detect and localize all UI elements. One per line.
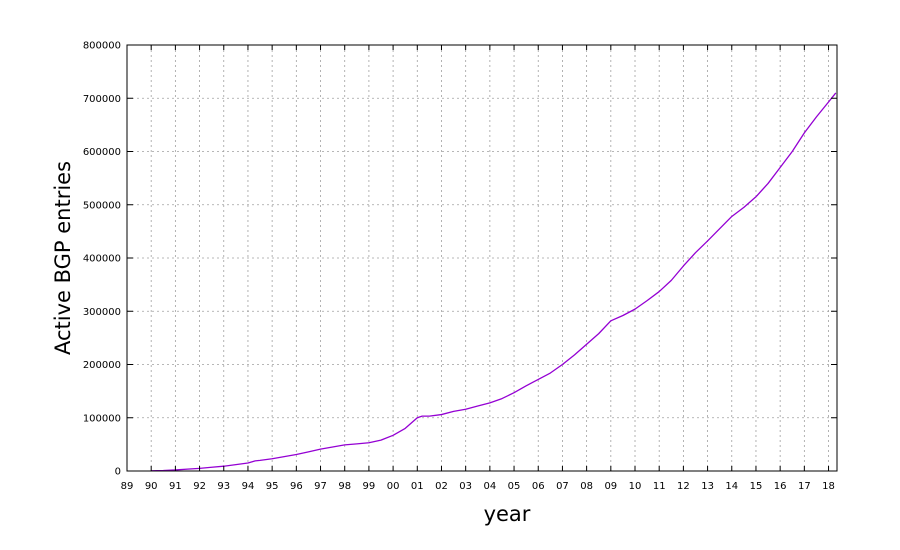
y-tick-label: 700000 [83, 94, 121, 105]
x-tick-label: 90 [145, 481, 158, 492]
y-tick-label: 300000 [83, 307, 121, 318]
x-tick-label: 98 [338, 481, 351, 492]
x-tick-label: 08 [580, 481, 593, 492]
x-tick-label: 06 [532, 481, 545, 492]
y-tick-label: 800000 [83, 41, 121, 52]
y-axis: 0 100000 200000 300000 400000 500000 600000 700… [83, 41, 837, 478]
x-tick-label: 92 [193, 481, 206, 492]
y-axis-title: Active BGP entries [51, 161, 75, 355]
y-tick-label: 100000 [83, 413, 121, 424]
x-tick-label: 12 [677, 481, 690, 492]
x-tick-label: 94 [242, 481, 255, 492]
x-tick-label: 04 [483, 481, 496, 492]
series-layer [151, 92, 837, 472]
x-tick-label: 09 [604, 481, 617, 492]
x-tick-label: 13 [701, 481, 714, 492]
x-tick-label: 07 [556, 481, 569, 492]
x-tick-label: 14 [725, 481, 738, 492]
x-tick-label: 17 [798, 481, 811, 492]
y-tick-label: 0 [115, 467, 121, 478]
x-tick-label: 10 [629, 481, 642, 492]
x-tick-label: 93 [217, 481, 230, 492]
series-line [151, 92, 837, 472]
x-tick-label: 89 [121, 481, 134, 492]
grid [126, 44, 837, 472]
x-tick-label: 18 [822, 481, 835, 492]
x-tick-label: 99 [363, 481, 376, 492]
x-tick-label: 96 [290, 481, 303, 492]
x-tick-label: 16 [774, 481, 787, 492]
y-tick-label: 400000 [83, 254, 121, 265]
x-axis-title: year [484, 502, 531, 526]
x-tick-label: 91 [169, 481, 182, 492]
x-tick-label: 01 [411, 481, 424, 492]
y-tick-label: 200000 [83, 360, 121, 371]
x-tick-label: 11 [653, 481, 666, 492]
y-tick-label: 500000 [83, 200, 121, 211]
y-tick-label: 600000 [83, 147, 121, 158]
x-axis: 89 90 91 92 93 94 95 96 97 98 99 00 01 02 03 04 05 06 07 08… [121, 45, 835, 492]
x-tick-label: 95 [266, 481, 279, 492]
x-tick-label: 02 [435, 481, 448, 492]
x-tick-label: 00 [387, 481, 400, 492]
x-tick-label: 05 [508, 481, 521, 492]
x-tick-label: 15 [750, 481, 763, 492]
x-tick-label: 97 [314, 481, 327, 492]
x-tick-label: 03 [459, 481, 472, 492]
